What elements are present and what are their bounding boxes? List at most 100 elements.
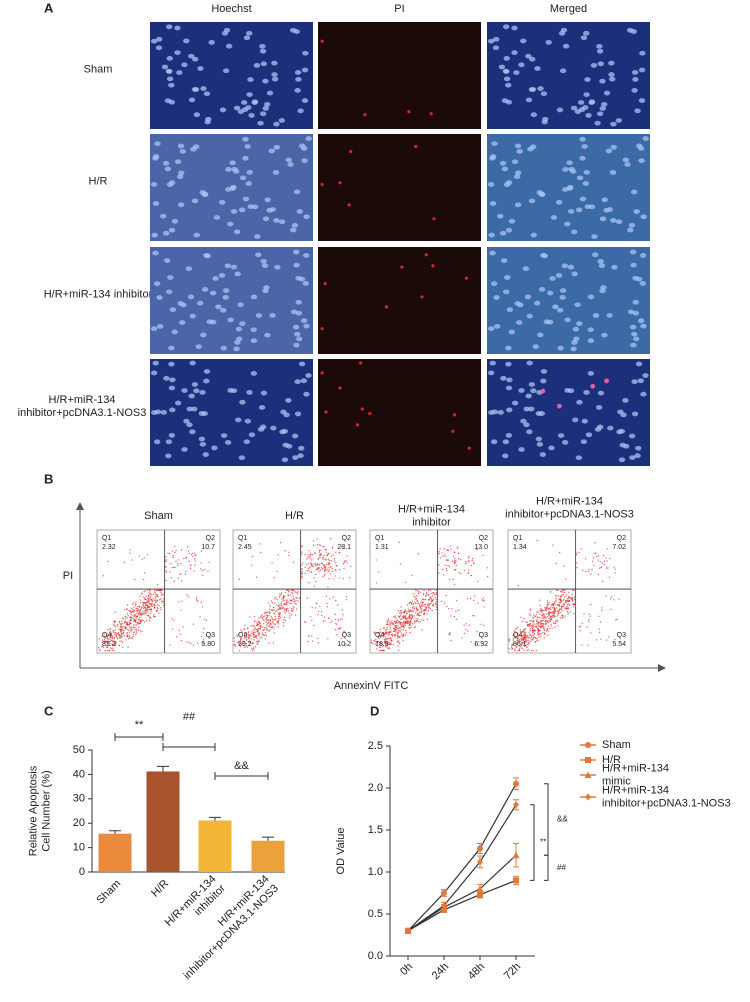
event-dot xyxy=(255,637,256,638)
event-dot xyxy=(315,565,316,566)
event-dot xyxy=(530,628,531,629)
event-dot xyxy=(122,623,123,624)
event-dot xyxy=(254,632,255,633)
cell-dot xyxy=(524,407,530,412)
event-dot xyxy=(283,600,284,601)
event-dot xyxy=(432,605,433,606)
event-dot xyxy=(482,600,483,601)
event-dot xyxy=(310,557,311,558)
cell-dot xyxy=(604,378,609,383)
event-dot xyxy=(599,628,600,629)
event-dot xyxy=(450,549,451,550)
cell-dot xyxy=(619,443,625,448)
cell-dot xyxy=(499,65,505,70)
event-dot xyxy=(147,598,148,599)
event-dot xyxy=(335,569,336,570)
event-dot xyxy=(304,573,305,574)
cell-dot xyxy=(168,346,174,351)
event-dot xyxy=(529,643,530,644)
event-dot xyxy=(268,602,269,603)
event-dot xyxy=(477,581,478,582)
event-dot xyxy=(296,592,297,593)
event-dot xyxy=(547,605,548,606)
event-dot xyxy=(119,621,120,622)
event-dot xyxy=(422,605,423,606)
event-dot xyxy=(284,592,285,593)
event-dot xyxy=(399,636,400,637)
event-dot xyxy=(281,604,282,605)
event-dot xyxy=(135,620,136,621)
event-dot xyxy=(453,561,454,562)
event-dot xyxy=(301,573,302,574)
event-dot xyxy=(418,593,419,594)
event-dot xyxy=(316,569,317,570)
event-dot xyxy=(541,626,542,627)
event-dot xyxy=(311,571,312,572)
cell-dot xyxy=(516,320,522,325)
event-dot xyxy=(278,616,279,617)
event-dot xyxy=(283,608,284,609)
event-dot xyxy=(252,556,253,557)
micrograph xyxy=(150,22,313,129)
event-dot xyxy=(563,594,564,595)
event-dot xyxy=(156,590,157,591)
event-dot xyxy=(527,644,528,645)
event-dot xyxy=(400,614,401,615)
event-dot xyxy=(422,602,423,603)
event-dot xyxy=(560,599,561,600)
event-dot xyxy=(331,555,332,556)
cell-dot xyxy=(432,217,435,220)
cell-dot xyxy=(152,251,158,256)
event-dot xyxy=(406,621,407,622)
cell-dot xyxy=(252,99,258,104)
event-dot xyxy=(553,604,554,605)
quadrant-value: 28.1 xyxy=(337,544,351,551)
cell-dot xyxy=(581,35,587,40)
cell-dot xyxy=(506,433,512,438)
event-dot xyxy=(487,567,488,568)
event-dot xyxy=(330,538,331,539)
event-dot xyxy=(456,565,457,566)
cell-dot xyxy=(488,182,494,187)
event-dot xyxy=(585,558,586,559)
cell-dot xyxy=(500,376,506,381)
event-dot xyxy=(251,638,252,639)
cell-dot xyxy=(588,295,594,300)
event-dot xyxy=(256,636,257,637)
event-dot xyxy=(277,621,278,622)
event-dot xyxy=(120,635,121,636)
event-dot xyxy=(160,609,161,610)
event-dot xyxy=(125,639,126,640)
event-dot xyxy=(546,613,547,614)
cell-dot xyxy=(505,83,511,88)
event-dot xyxy=(313,540,314,541)
event-dot xyxy=(528,638,529,639)
event-dot xyxy=(152,603,153,604)
event-dot xyxy=(396,621,397,622)
event-dot xyxy=(121,631,122,632)
quadrant-value: 1.34 xyxy=(513,544,527,551)
event-dot xyxy=(438,564,439,565)
quadrant-name: Q2 xyxy=(479,535,488,542)
event-dot xyxy=(391,640,392,641)
event-dot xyxy=(324,566,325,567)
event-dot xyxy=(275,618,276,619)
event-dot xyxy=(457,546,458,547)
cell-dot xyxy=(582,419,588,424)
event-dot xyxy=(408,623,409,624)
quadrant-name: Q4 xyxy=(375,632,384,639)
event-dot xyxy=(406,613,407,614)
event-dot xyxy=(324,616,325,617)
event-dot xyxy=(438,553,439,554)
event-dot xyxy=(263,619,264,620)
event-dot xyxy=(556,615,557,616)
event-dot xyxy=(117,633,118,634)
micrograph-background xyxy=(150,247,313,354)
cell-dot xyxy=(225,167,231,172)
event-dot xyxy=(561,594,562,595)
event-dot xyxy=(561,615,562,616)
cell-dot xyxy=(207,319,213,324)
event-dot xyxy=(600,561,601,562)
cell-dot xyxy=(542,253,548,258)
event-dot xyxy=(450,615,451,616)
